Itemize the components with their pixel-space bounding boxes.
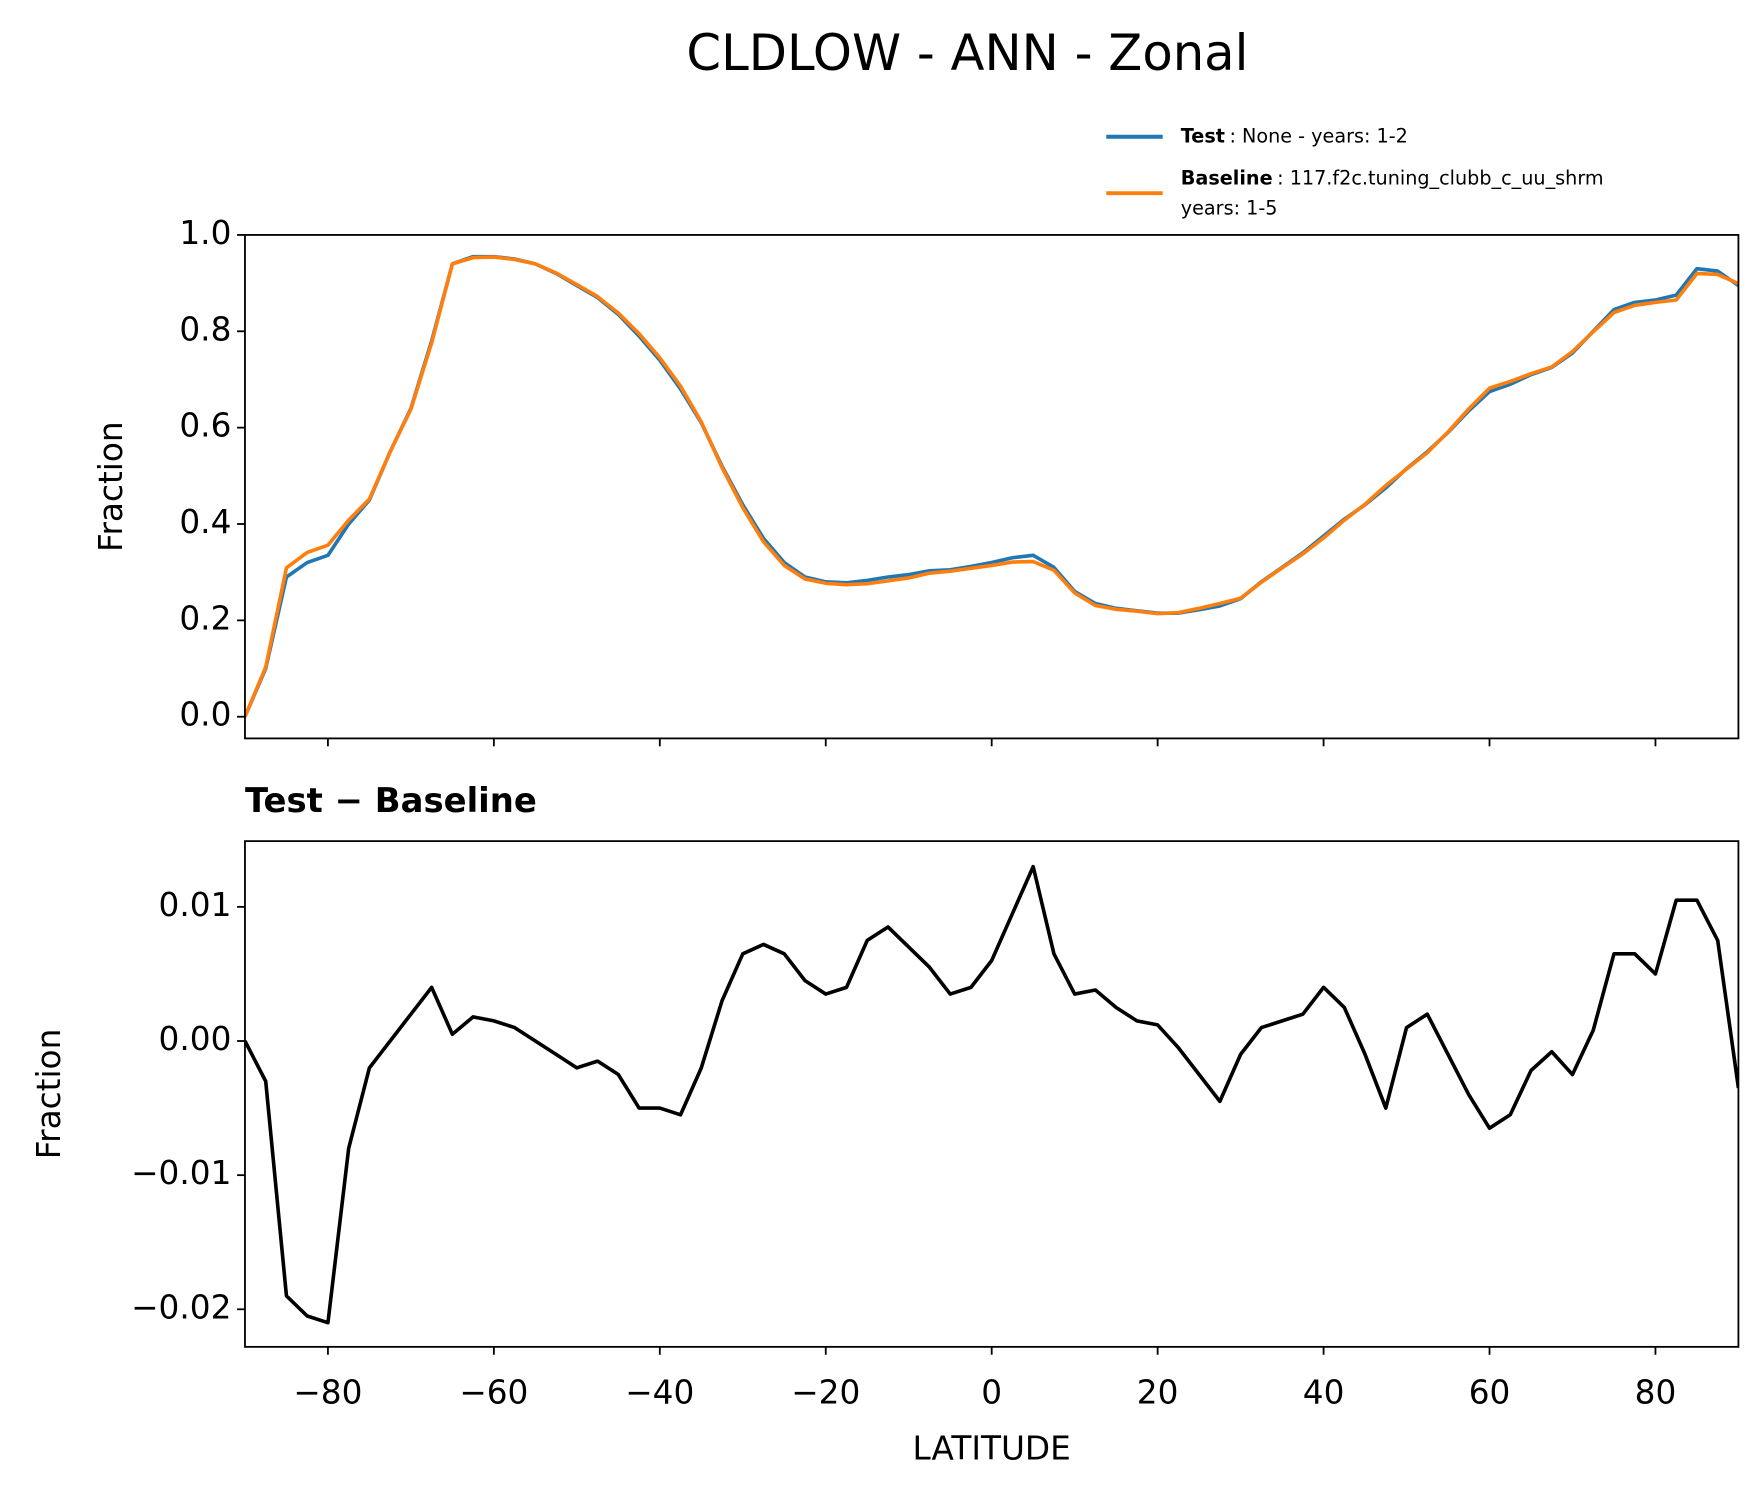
axes-frame <box>244 840 1740 1348</box>
legend-name: Test <box>1181 124 1225 147</box>
x-tick-label: 0 <box>981 1373 1002 1411</box>
legend-description: years: 1-5 <box>1181 196 1278 219</box>
x-tick-label: −60 <box>459 1373 528 1411</box>
y-tick-label: 0.0 <box>179 696 231 734</box>
legend-name: Baseline <box>1181 166 1273 189</box>
y-tick-label: 0.4 <box>179 503 231 541</box>
legend-description: : None - years: 1-2 <box>1229 124 1407 147</box>
legend-label: Test: None - years: 1-2 <box>1181 124 1408 147</box>
y-tick-label: −0.01 <box>131 1154 231 1192</box>
y-tick-label: 0.01 <box>159 886 232 924</box>
x-tick-label: 60 <box>1469 1373 1511 1411</box>
legend-description: : 117.f2c.tuning_clubb_c_uu_shrm <box>1277 166 1603 189</box>
x-axis-label: LATITUDE <box>913 1430 1071 1468</box>
y-tick-label: −0.02 <box>131 1288 231 1326</box>
y-axis-label: Fraction <box>30 1029 68 1160</box>
series-line <box>244 255 1739 718</box>
y-tick-label: 0.2 <box>179 599 231 637</box>
x-tick-label: 20 <box>1137 1373 1179 1411</box>
series-line <box>244 864 1739 1325</box>
x-tick-label: −40 <box>625 1373 694 1411</box>
x-tick-label: −20 <box>791 1373 860 1411</box>
y-axis-label: Fraction <box>92 421 130 552</box>
y-tick-label: 0.00 <box>159 1020 232 1058</box>
x-tick-label: −80 <box>293 1373 362 1411</box>
axes-frame <box>244 234 1740 740</box>
y-tick-label: 0.6 <box>179 407 231 445</box>
x-tick-label: 40 <box>1303 1373 1345 1411</box>
legend-label: Baseline: 117.f2c.tuning_clubb_c_uu_shrm <box>1181 166 1604 189</box>
figure-title: CLDLOW - ANN - Zonal <box>686 24 1248 82</box>
x-tick-label: 80 <box>1635 1373 1677 1411</box>
y-tick-label: 1.0 <box>179 214 231 252</box>
axes-title: Test − Baseline <box>245 781 537 820</box>
y-tick-label: 0.8 <box>179 310 231 348</box>
